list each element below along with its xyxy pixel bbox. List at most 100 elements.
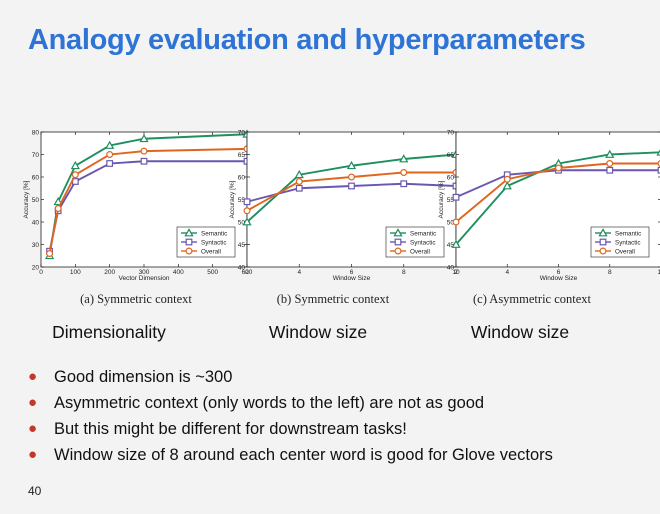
data-point-syntactic [295, 184, 303, 192]
legend-label: Syntactic [201, 239, 227, 246]
x-tick-label: 6 [350, 269, 354, 276]
y-tick-label: 65 [238, 152, 246, 159]
data-point-overall [452, 218, 460, 226]
legend-label: Overall [410, 248, 430, 255]
data-point-syntactic [657, 166, 660, 174]
bullet-item: ● Asymmetric context (only words to the l… [24, 390, 644, 416]
data-point-semantic [451, 239, 461, 248]
y-tick-label: 60 [238, 175, 246, 182]
y-axis-label: Accuracy [%] [229, 180, 236, 218]
panel-a-label: Dimensionality [52, 322, 166, 342]
x-tick-label: 10 [452, 269, 460, 276]
legend-marker [394, 238, 402, 246]
x-tick-label: 400 [173, 269, 184, 276]
bullet-item: ● Window size of 8 around each center wor… [24, 442, 644, 468]
x-tick-label: 4 [505, 269, 509, 276]
page-number: 40 [28, 484, 42, 498]
x-tick-label: 4 [297, 269, 301, 276]
y-tick-label: 55 [238, 197, 246, 204]
slide-title: Analogy evaluation and hyperparameters [28, 24, 586, 56]
x-tick-label: 0 [39, 269, 43, 276]
data-point-overall [54, 204, 62, 212]
bullet-text: Good dimension is ~300 [54, 368, 233, 386]
legend-marker [599, 247, 607, 255]
legend-marker [184, 228, 194, 237]
legend-label: Syntactic [410, 239, 436, 246]
bullet-item: ● Good dimension is ~300 [24, 364, 644, 390]
y-tick-label: 45 [447, 242, 455, 249]
legend-label: Overall [201, 248, 221, 255]
data-point-semantic [105, 140, 115, 149]
legend-marker [185, 238, 193, 246]
data-point-overall [106, 150, 114, 158]
x-tick-label: 500 [207, 269, 218, 276]
y-tick-label: 40 [238, 265, 246, 272]
legend-label: Semantic [410, 230, 436, 237]
bullet-dot-icon: ● [28, 394, 38, 411]
x-tick-label: 2 [245, 269, 249, 276]
panel-b-caption: (b) Symmetric context [276, 292, 390, 306]
x-axis-label: Vector Dimension [119, 275, 170, 282]
data-point-overall [400, 168, 408, 176]
legend-label: Overall [615, 248, 635, 255]
data-point-overall [503, 175, 511, 183]
data-point-overall [140, 147, 148, 155]
data-point-semantic [139, 133, 149, 143]
data-point-overall [554, 164, 562, 172]
y-tick-label: 50 [447, 220, 455, 227]
x-axis-label: Window Size [540, 275, 578, 282]
x-tick-label: 100 [70, 269, 81, 276]
y-tick-label: 30 [32, 242, 40, 249]
data-point-semantic [605, 149, 615, 158]
legend-label: Semantic [201, 230, 227, 237]
panel-b-label: Window size [268, 322, 368, 342]
bullet-list: ● Good dimension is ~300 ● Asymmetric cont… [24, 364, 644, 468]
data-point-syntactic [452, 193, 460, 201]
y-tick-label: 65 [447, 152, 455, 159]
data-point-syntactic [400, 180, 408, 188]
data-point-semantic [656, 149, 660, 156]
x-tick-label: 2 [454, 269, 458, 276]
y-tick-label: 50 [32, 197, 40, 204]
bullet-text: Window size of 8 around each center word… [54, 446, 553, 464]
data-point-semantic [346, 160, 357, 170]
x-tick-label: 6 [557, 269, 561, 276]
x-tick-label: 200 [104, 269, 115, 276]
data-point-overall [243, 207, 251, 215]
data-point-semantic [70, 160, 80, 170]
bullet-dot-icon: ● [28, 368, 38, 385]
data-point-syntactic [348, 182, 355, 190]
y-tick-label: 45 [238, 242, 246, 249]
x-tick-label: 8 [608, 269, 612, 276]
data-point-overall [606, 159, 614, 167]
panel-c-caption: (c) Asymmetric context [472, 292, 592, 306]
data-point-overall [71, 171, 79, 179]
data-point-semantic [502, 181, 512, 190]
charts-area: 20 30 40 50 60 70 80 0 100 200 300 400 500 600 Vector … [23, 129, 660, 282]
bullet-dot-icon: ● [28, 420, 38, 437]
legend-marker [393, 228, 403, 237]
data-point-semantic [242, 217, 252, 226]
y-axis-label: Accuracy [%] [438, 180, 445, 218]
data-point-syntactic [106, 160, 114, 167]
panel-a-caption: (a) Symmetric context [80, 292, 192, 306]
data-point-syntactic [140, 157, 148, 165]
y-tick-label: 20 [32, 265, 40, 272]
bullet-text: Asymmetric context (only words to the le… [54, 394, 485, 412]
y-tick-label: 70 [32, 152, 40, 159]
y-tick-label: 50 [238, 220, 246, 227]
data-point-overall [295, 177, 303, 185]
chart-panel-0: 20 30 40 50 60 70 80 0 100 200 300 400 500 600 Vector … [23, 129, 253, 282]
x-tick-label: 600 [242, 269, 253, 276]
legend-marker [185, 247, 193, 255]
chart-panel-2: 40 45 50 55 60 65 70 2 4 6 8 10 Window Size Accuracy … [438, 130, 660, 282]
panel-c-label: Window size [470, 322, 570, 342]
data-point-syntactic [243, 198, 251, 206]
legend-label: Semantic [615, 230, 641, 237]
y-axis-label: Accuracy [%] [23, 180, 30, 218]
data-point-syntactic [606, 166, 614, 174]
y-tick-label: 40 [447, 265, 455, 272]
y-tick-label: 40 [32, 220, 40, 227]
y-tick-label: 55 [447, 197, 455, 204]
